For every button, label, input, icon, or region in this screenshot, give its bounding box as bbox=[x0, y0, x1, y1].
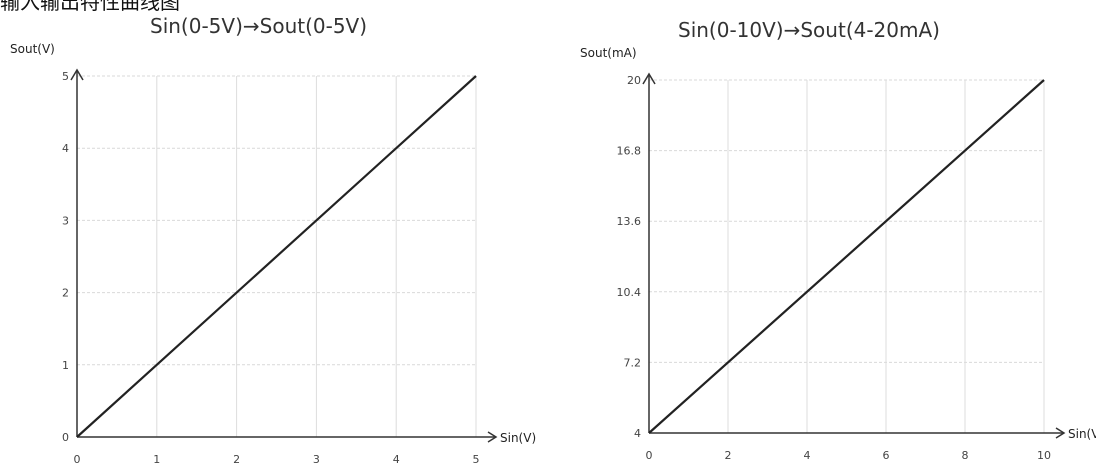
x-tick-label: 2 bbox=[725, 449, 732, 462]
x-tick-label: 6 bbox=[883, 449, 890, 462]
chart-svg: 0 1 2 3 4 5 0 1 2 3 4 5 Sin(V) bbox=[62, 68, 536, 463]
y-tick-label: 4 bbox=[634, 427, 641, 440]
chart-title: Sin(0-5V)→Sout(0-5V) bbox=[150, 14, 368, 38]
y-tick-label: 20 bbox=[627, 74, 641, 87]
y-tick-label: 1 bbox=[62, 359, 69, 372]
x-tick-label: 4 bbox=[804, 449, 811, 462]
series-line bbox=[648, 79, 1045, 434]
x-tick-label: 4 bbox=[393, 453, 400, 463]
y-tick-label: 0 bbox=[62, 431, 69, 444]
header-cut-text: 输入输出特性曲线图 bbox=[0, 0, 180, 14]
y-tick-label: 5 bbox=[62, 70, 69, 83]
chart-left: Sin(0-5V)→Sout(0-5V) Sout(V) 0 1 2 3 4 5 0 1 2 3 4… bbox=[10, 14, 536, 463]
x-axis-arrow bbox=[1055, 427, 1066, 439]
y-axis-arrow bbox=[70, 68, 84, 81]
x-tick-label: 1 bbox=[153, 453, 160, 463]
y-axis-label: Sout(mA) bbox=[580, 46, 637, 60]
y-tick-label: 16.8 bbox=[617, 145, 642, 158]
y-tick-label: 10.4 bbox=[617, 286, 642, 299]
y-tick-label: 2 bbox=[62, 287, 69, 300]
x-tick-label: 10 bbox=[1037, 449, 1051, 462]
x-tick-label: 8 bbox=[962, 449, 969, 462]
x-tick-label: 5 bbox=[473, 453, 480, 463]
chart-svg: 0 2 4 6 8 10 4 7.2 10.4 13.6 16.8 20 Sin(V) bbox=[617, 72, 1096, 462]
y-tick-label: 3 bbox=[62, 214, 69, 227]
x-tick-label: 0 bbox=[74, 453, 81, 463]
y-tick-label: 4 bbox=[62, 142, 69, 155]
chart-title: Sin(0-10V)→Sout(4-20mA) bbox=[678, 18, 940, 42]
y-axis-arrow bbox=[642, 72, 656, 85]
y-tick-label: 7.2 bbox=[624, 356, 642, 369]
x-tick-label: 3 bbox=[313, 453, 320, 463]
y-tick-label: 13.6 bbox=[617, 215, 642, 228]
x-tick-label: 2 bbox=[233, 453, 240, 463]
series-line bbox=[76, 75, 477, 438]
chart-right: Sin(0-10V)→Sout(4-20mA) Sout(mA) 0 2 4 6 8 10… bbox=[548, 0, 1096, 463]
y-axis-label: Sout(V) bbox=[10, 42, 55, 56]
x-axis-arrow bbox=[487, 431, 498, 443]
x-axis-label: Sin(V) bbox=[1068, 427, 1096, 441]
x-tick-label: 0 bbox=[646, 449, 653, 462]
x-axis-label: Sin(V) bbox=[500, 431, 536, 445]
